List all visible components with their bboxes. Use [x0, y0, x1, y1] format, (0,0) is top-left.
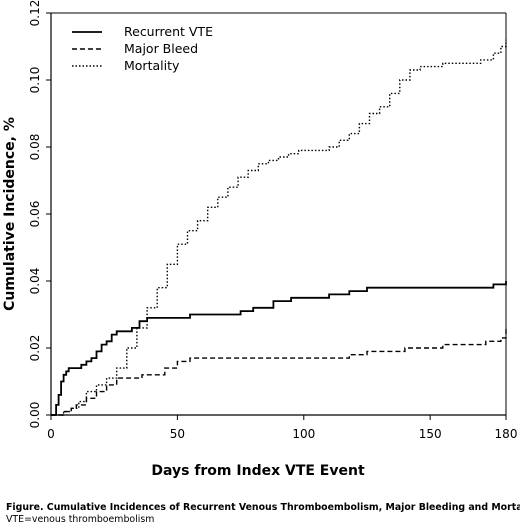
y-tick-label: 0.10 [28, 67, 42, 94]
x-tick-label: 50 [170, 427, 185, 441]
series-line-major-bleed [51, 327, 507, 416]
y-tick-label: 0.08 [28, 134, 42, 161]
x-axis-title: Days from Index VTE Event [151, 463, 365, 479]
chart-series [51, 39, 507, 416]
series-line-recurrent-vte [51, 281, 507, 416]
y-ticks: 0.00 0.02 0.04 0.06 0.08 0.10 0.12 [28, 0, 51, 428]
legend-label-major-bleed: Major Bleed [124, 41, 198, 56]
y-tick-label: 0.02 [28, 335, 42, 362]
legend: Recurrent VTE Major Bleed Mortality [72, 24, 213, 73]
y-axis-title: Cumulative Incidence, % [2, 117, 18, 311]
x-tick-label: 180 [495, 427, 518, 441]
y-tick-label: 0.06 [28, 201, 42, 228]
figure-caption-title: Figure. Cumulative Incidences of Recurre… [6, 502, 520, 513]
figure-caption-note: VTE=venous thromboembolism [6, 514, 155, 525]
legend-label-recurrent-vte: Recurrent VTE [124, 24, 213, 39]
x-tick-label: 0 [47, 427, 55, 441]
y-tick-label: 0.12 [28, 0, 42, 26]
x-tick-label: 150 [419, 427, 442, 441]
y-tick-label: 0.00 [28, 402, 42, 429]
x-tick-label: 100 [292, 427, 315, 441]
x-ticks: 0 50 100 150 180 [47, 415, 517, 441]
y-tick-label: 0.04 [28, 268, 42, 295]
chart-axes [50, 12, 507, 416]
legend-label-mortality: Mortality [124, 58, 180, 73]
